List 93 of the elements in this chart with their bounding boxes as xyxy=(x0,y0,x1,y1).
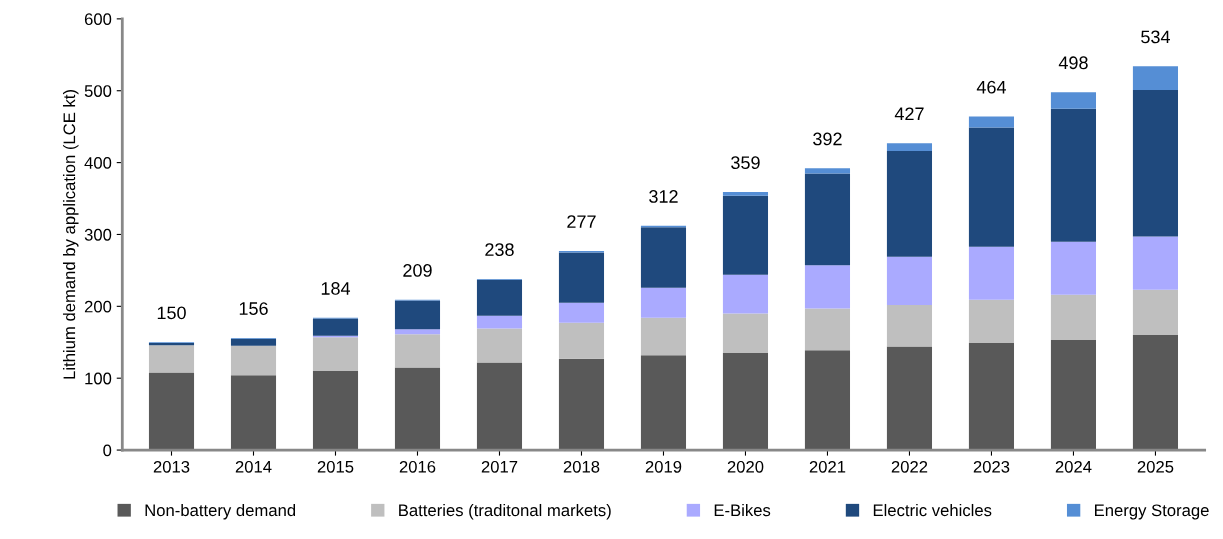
x-tick-label: 2017 xyxy=(481,460,518,473)
x-tick-label: 2016 xyxy=(399,460,436,473)
total-label: 156 xyxy=(239,302,268,315)
bar xyxy=(312,371,359,451)
bar xyxy=(1050,108,1097,242)
y-axis-title: Lithium demand by application (LCE kt) xyxy=(62,90,79,379)
y-tick-label: 100 xyxy=(85,372,112,385)
total-label: 392 xyxy=(813,132,842,146)
bar xyxy=(968,127,1015,247)
total-label: 184 xyxy=(321,282,351,295)
bar xyxy=(476,315,523,329)
x-tick-label: 2022 xyxy=(891,460,928,473)
bar xyxy=(312,318,359,336)
total-label: 312 xyxy=(649,190,678,203)
y-tick-label: 600 xyxy=(84,13,112,26)
bar xyxy=(804,308,851,351)
bar xyxy=(1050,340,1097,451)
bar xyxy=(804,265,851,309)
y-tick-label: 500 xyxy=(84,85,112,97)
y-tick-label: 200 xyxy=(84,300,112,313)
legend-label: Batteries (traditonal markets) xyxy=(399,503,611,520)
bar xyxy=(968,116,1015,128)
legend-label: Energy Storage xyxy=(1095,504,1209,520)
bar xyxy=(476,362,523,451)
total-label: 359 xyxy=(731,156,760,170)
total-label: 150 xyxy=(157,306,186,320)
bar xyxy=(640,355,687,451)
bar xyxy=(148,372,195,451)
x-tick-label: 2015 xyxy=(317,460,354,473)
y-tick-label: 400 xyxy=(84,157,112,169)
bar xyxy=(1132,236,1179,290)
total-label: 209 xyxy=(403,264,432,277)
bar xyxy=(886,143,933,152)
bar xyxy=(394,329,441,335)
bar xyxy=(1050,92,1097,109)
bar xyxy=(722,195,769,275)
bar xyxy=(722,313,769,354)
bar xyxy=(230,338,277,346)
x-tick-label: 2023 xyxy=(973,460,1010,473)
bar xyxy=(804,173,851,266)
bar xyxy=(394,334,441,368)
bar xyxy=(476,328,523,363)
bar xyxy=(148,345,195,373)
bar xyxy=(640,227,687,288)
bar xyxy=(886,151,933,257)
bar xyxy=(722,274,769,314)
bar xyxy=(558,252,605,303)
bar xyxy=(886,304,933,347)
bar xyxy=(886,256,933,305)
y-tick-label: 0 xyxy=(103,444,112,457)
bar xyxy=(1132,90,1179,237)
total-label: 277 xyxy=(567,215,596,228)
bar xyxy=(230,345,277,376)
bar xyxy=(1132,289,1179,336)
bar xyxy=(640,317,687,356)
bar xyxy=(722,192,769,196)
bar xyxy=(1050,294,1097,341)
total-label: 238 xyxy=(485,243,514,257)
bar xyxy=(1132,335,1179,451)
bar xyxy=(230,375,277,451)
x-tick-label: 2021 xyxy=(809,460,846,473)
x-tick-label: 2025 xyxy=(1137,460,1174,473)
bar xyxy=(886,346,933,451)
total-label: 498 xyxy=(1058,56,1088,70)
bar xyxy=(640,287,687,318)
x-tick-label: 2013 xyxy=(153,460,190,473)
x-tick-label: 2019 xyxy=(645,460,682,473)
legend-label: E-Bikes xyxy=(714,503,771,517)
bar xyxy=(558,322,605,359)
bar xyxy=(1050,241,1097,295)
x-tick-label: 2018 xyxy=(563,460,600,473)
bar xyxy=(476,279,523,316)
bar xyxy=(968,342,1015,451)
bar xyxy=(968,246,1015,300)
bar xyxy=(558,358,605,451)
bar xyxy=(394,367,441,451)
x-tick-label: 2020 xyxy=(727,460,764,473)
total-label: 534 xyxy=(1141,30,1170,44)
legend-label: Electric vehicles xyxy=(873,503,992,517)
total-label: 464 xyxy=(976,80,1006,94)
bar xyxy=(722,353,769,451)
bar xyxy=(558,302,605,323)
x-tick-label: 2024 xyxy=(1055,460,1092,473)
x-tick-label: 2014 xyxy=(235,460,272,473)
bar xyxy=(1132,66,1179,91)
total-label: 427 xyxy=(894,107,924,120)
legend-label: Non-battery demand xyxy=(145,503,296,520)
bar xyxy=(968,299,1015,343)
bar xyxy=(312,337,359,372)
y-tick-label: 300 xyxy=(84,228,112,241)
bar xyxy=(804,350,851,451)
bar xyxy=(804,168,851,174)
bar xyxy=(394,300,441,330)
